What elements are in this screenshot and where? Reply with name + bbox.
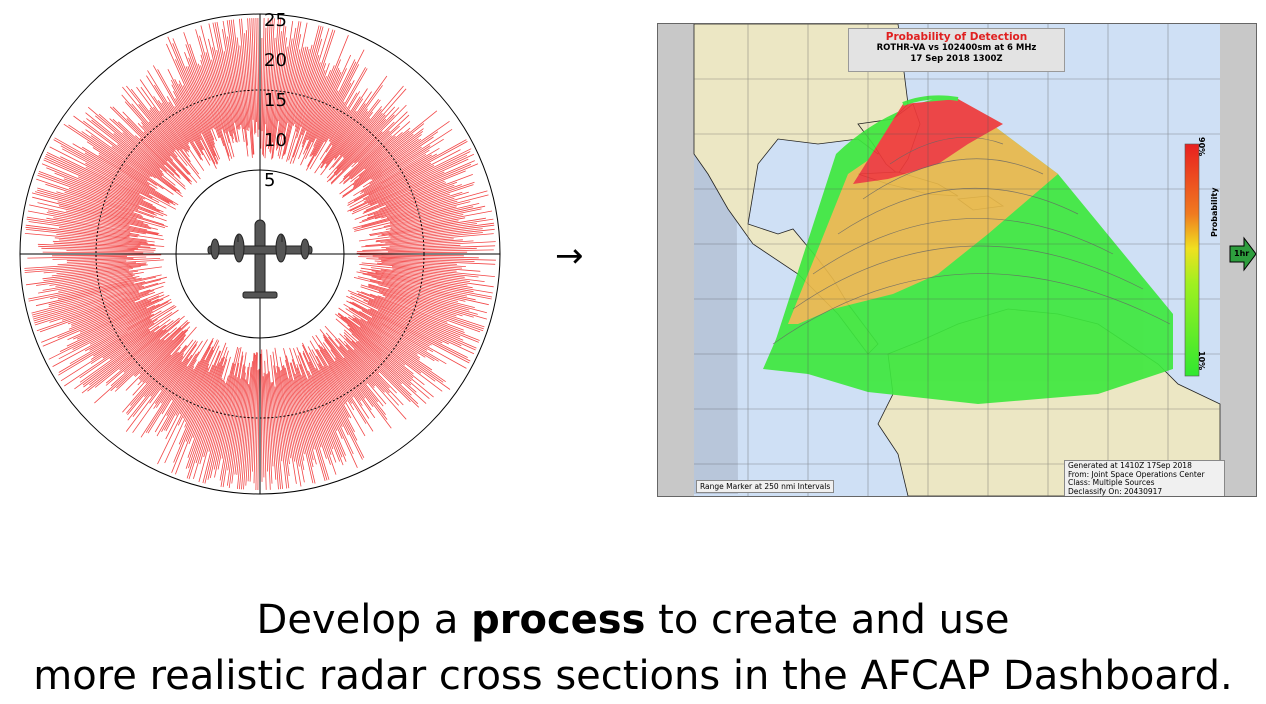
caption: Develop a process to create and use more… (0, 592, 1266, 704)
ring-label: 15 (264, 90, 287, 111)
caption-emphasis: process (471, 597, 646, 643)
map-header: Probability of Detection ROTHR-VA vs 102… (848, 28, 1065, 72)
map-footer: Generated at 1410Z 17Sep 2018 From: Join… (1064, 460, 1225, 496)
caption-line-2: more realistic radar cross sections in t… (33, 653, 1233, 699)
next-hour-button[interactable]: 1hr (1229, 239, 1256, 269)
scale-top-label: 90% (1197, 137, 1206, 157)
probability-color-bar (1184, 143, 1200, 377)
map-subtitle: ROTHR-VA vs 102400sm at 6 MHz (876, 43, 1037, 53)
probability-map: Probability of Detection ROTHR-VA vs 102… (657, 23, 1257, 497)
rcs-polar-plot: 5 10 15 20 25 (19, 10, 501, 495)
scale-axis-label: Probability (1210, 187, 1219, 237)
range-arcs (772, 136, 1171, 345)
class-line: Class: Multiple Sources (1068, 478, 1155, 487)
ring-label: 10 (264, 130, 287, 151)
caption-pre: Develop a (256, 597, 472, 643)
range-marker-note: Range Marker at 250 nmi Intervals (696, 480, 835, 493)
caption-post: to create and use (645, 597, 1010, 643)
next-hour-label: 1hr (1234, 249, 1250, 258)
map-date: 17 Sep 2018 1300Z (910, 54, 1003, 64)
scale-bottom-label: 10% (1197, 351, 1206, 371)
caption-line-1: Develop a process to create and use (0, 592, 1266, 648)
map-title: Probability of Detection (885, 31, 1028, 43)
ring-label: 5 (264, 170, 275, 191)
aircraft-top-view-icon (207, 219, 313, 299)
from-line: From: Joint Space Operations Center (1068, 469, 1205, 479)
lat-lon-grid (694, 24, 1220, 496)
ring-label: 20 (264, 50, 287, 71)
ring-label: 25 (264, 10, 287, 31)
generated-line: Generated at 1410Z 17Sep 2018 (1068, 461, 1192, 470)
declassify-line: Declassify On: 20430917 (1068, 486, 1163, 496)
transition-arrow: → (555, 236, 584, 276)
